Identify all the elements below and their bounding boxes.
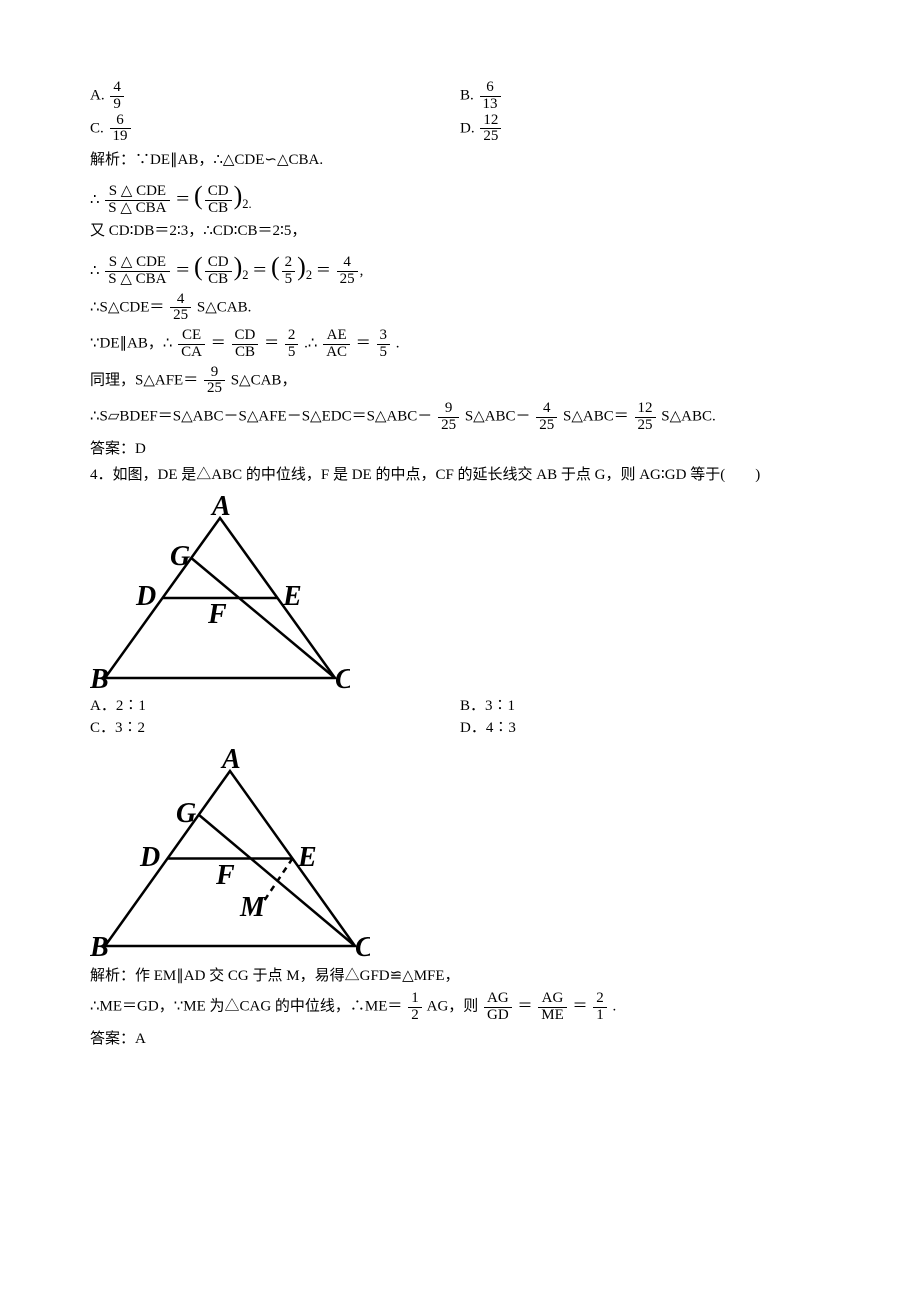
svg-text:C: C bbox=[335, 664, 350, 693]
q4-opt-a: A．2∶1 bbox=[90, 695, 460, 718]
svg-text:B: B bbox=[90, 664, 109, 693]
exp-label: 解析： bbox=[90, 152, 135, 168]
svg-text:M: M bbox=[239, 892, 266, 923]
svg-text:G: G bbox=[176, 798, 196, 829]
q4-opt-b: B．3∶1 bbox=[460, 695, 830, 718]
q4-options-row1: A．2∶1 B．3∶1 bbox=[90, 695, 830, 718]
svg-text:C: C bbox=[355, 932, 370, 961]
svg-text:A: A bbox=[220, 746, 241, 775]
q3-answer: 答案：D bbox=[90, 438, 830, 461]
q3-opt-d: D. 1225 bbox=[460, 113, 830, 146]
q3-exp-line8: ∴S▱BDEF＝S△ABC－S△AFE－S△EDC＝S△ABC－ 925 S△A… bbox=[90, 401, 830, 434]
q3-opt-a: A. 49 bbox=[90, 80, 460, 113]
q3-exp-line2: ∴ S △ CDES △ CBA ＝ (CDCB)2. bbox=[90, 176, 830, 217]
q4-answer: 答案：A bbox=[90, 1028, 830, 1051]
opt-d-prefix: D. bbox=[460, 120, 475, 136]
q4-exp-line2: ∴ME＝GD，∵ME 为△CAG 的中位线，∴ME＝ 12 AG，则 AGGD … bbox=[90, 991, 830, 1024]
q3-options-row1: A. 49 B. 613 bbox=[90, 80, 830, 113]
q3-opt-c: C. 619 bbox=[90, 113, 460, 146]
opt-a-prefix: A. bbox=[90, 88, 105, 104]
svg-text:E: E bbox=[282, 581, 302, 612]
svg-text:D: D bbox=[139, 842, 160, 873]
svg-text:E: E bbox=[297, 842, 317, 873]
svg-text:D: D bbox=[135, 581, 156, 612]
q4-stem: 4．如图，DE 是△ABC 的中位线，F 是 DE 的中点，CF 的延长线交 A… bbox=[90, 464, 830, 487]
q3-exp-line3: 又 CD∶DB＝2∶3，∴CD∶CB＝2∶5， bbox=[90, 220, 830, 243]
svg-text:G: G bbox=[170, 541, 190, 572]
q3-exp-line5: ∴S△CDE＝ 425 S△CAB. bbox=[90, 292, 830, 325]
q4-opt-c: C．3∶2 bbox=[90, 717, 460, 740]
q3-options-row2: C. 619 D. 1225 bbox=[90, 113, 830, 146]
q3-exp-line1: 解析：∵DE∥AB，∴△CDE∽△CBA. bbox=[90, 149, 830, 172]
q4-opt-d: D．4∶3 bbox=[460, 717, 830, 740]
svg-text:B: B bbox=[90, 932, 109, 961]
q4-figure-2: A B C D E F G M bbox=[90, 746, 370, 961]
opt-c-prefix: C. bbox=[90, 120, 104, 136]
q3-exp-line7: 同理，S△AFE＝ 925 S△CAB， bbox=[90, 365, 830, 398]
opt-b-prefix: B. bbox=[460, 88, 474, 104]
svg-text:F: F bbox=[215, 860, 235, 891]
q4-figure-1: A B C D E F G bbox=[90, 493, 350, 693]
q3-exp-line6: ∵DE∥AB，∴ CECA ＝ CDCB ＝ 25 .∴ AEAC ＝ 35 . bbox=[90, 328, 830, 361]
svg-text:A: A bbox=[210, 493, 231, 522]
q3-opt-b: B. 613 bbox=[460, 80, 830, 113]
q4-options-row2: C．3∶2 D．4∶3 bbox=[90, 717, 830, 740]
q3-exp-line4: ∴ S △ CDES △ CBA ＝ (CDCB)2 ＝ (25)2 ＝ 425… bbox=[90, 247, 830, 288]
svg-text:F: F bbox=[207, 599, 227, 630]
q4-exp-line1: 解析：作 EM∥AD 交 CG 于点 M，易得△GFD≌△MFE， bbox=[90, 965, 830, 988]
